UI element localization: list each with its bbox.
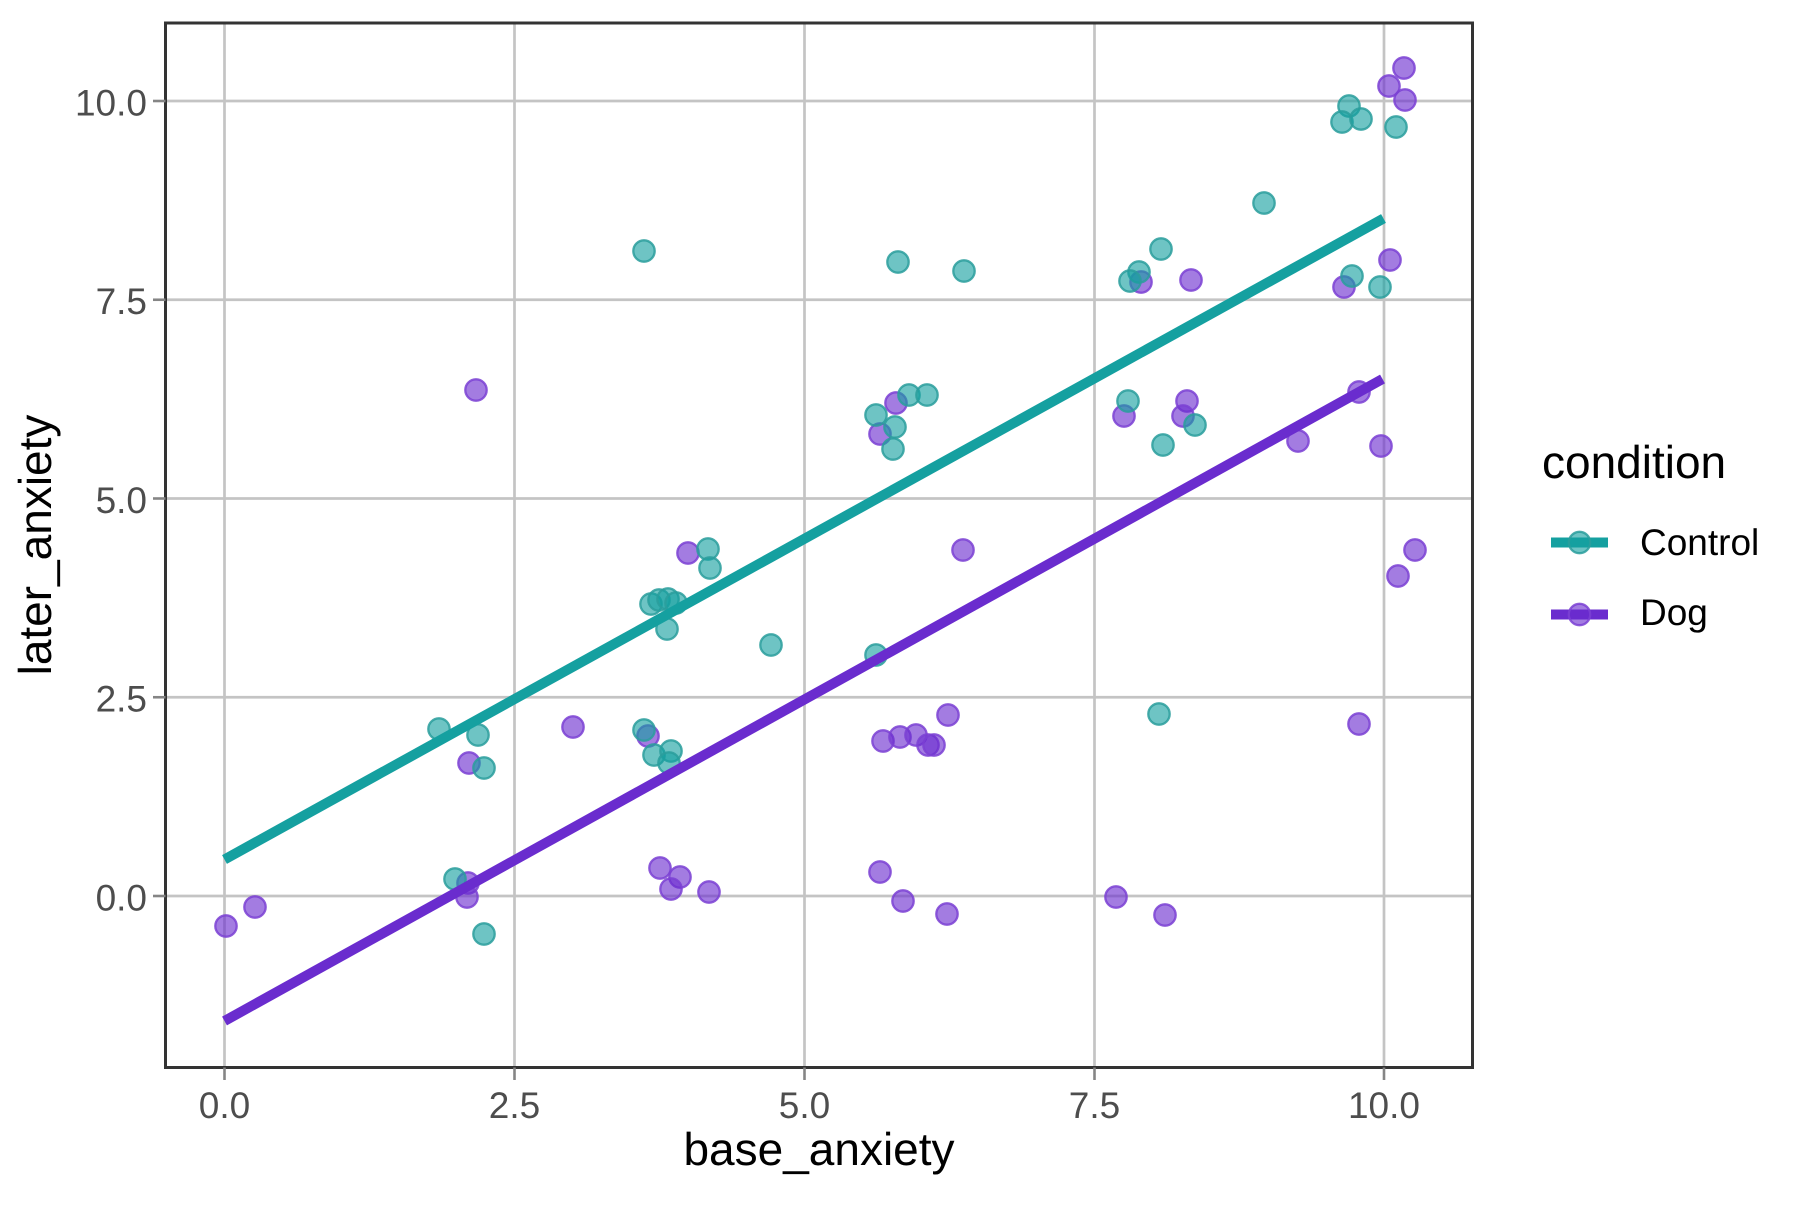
svg-text:base_anxiety: base_anxiety [683,1123,954,1175]
svg-text:Dog: Dog [1640,592,1708,633]
svg-text:10.0: 10.0 [1348,1085,1420,1126]
svg-text:10.0: 10.0 [75,82,147,123]
svg-text:7.5: 7.5 [96,281,147,322]
svg-text:0.0: 0.0 [199,1085,250,1126]
svg-text:5.0: 5.0 [779,1085,830,1126]
svg-text:later_anxiety: later_anxiety [9,415,61,676]
svg-text:5.0: 5.0 [96,480,147,521]
svg-text:2.5: 2.5 [489,1085,540,1126]
svg-text:0.0: 0.0 [96,877,147,918]
svg-text:condition: condition [1542,436,1726,488]
svg-text:2.5: 2.5 [96,679,147,720]
svg-text:7.5: 7.5 [1069,1085,1120,1126]
svg-text:Control: Control [1640,522,1759,563]
